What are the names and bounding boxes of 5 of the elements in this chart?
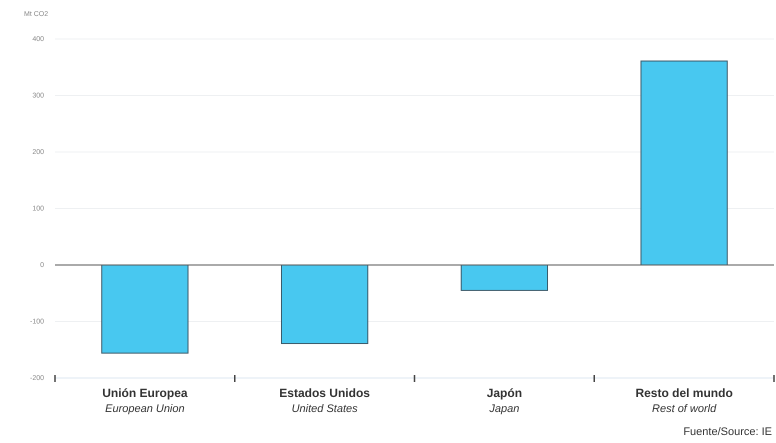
source-note: Fuente/Source: IE [683, 426, 772, 438]
x-tick-label: Resto del mundo Rest of world [635, 386, 733, 415]
x-tick-label: Japón Japan [486, 386, 522, 415]
x-tick-label: Estados Unidos United States [279, 386, 370, 415]
x-tick-label: Unión Europea European Union [102, 386, 188, 415]
